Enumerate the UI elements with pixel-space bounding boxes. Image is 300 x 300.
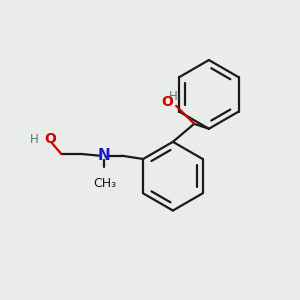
Text: O: O [161, 95, 173, 109]
Text: CH₃: CH₃ [93, 177, 116, 190]
Text: H: H [30, 133, 39, 146]
Text: N: N [98, 148, 110, 163]
Text: H: H [169, 89, 177, 103]
Text: O: O [44, 132, 56, 146]
